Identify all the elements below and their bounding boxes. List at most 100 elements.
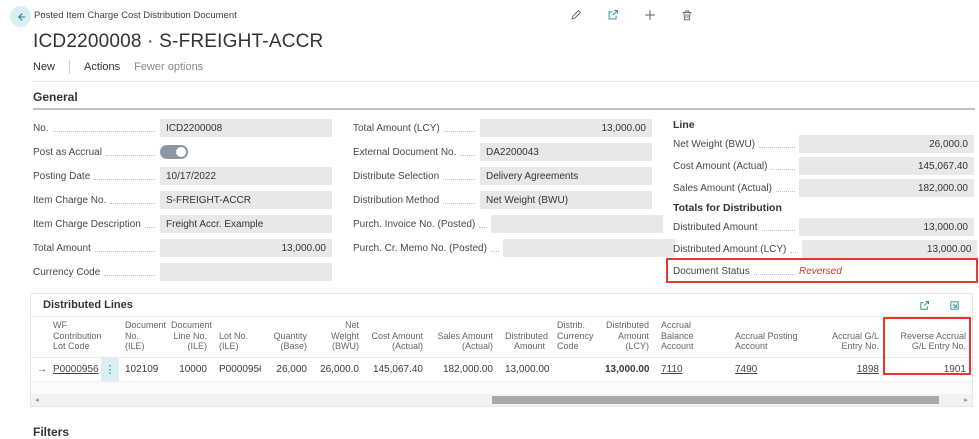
row-menu-button[interactable]: ⋮ <box>101 356 119 381</box>
distributed-lines-caption[interactable]: Distributed Lines <box>43 299 133 311</box>
dotted-leader <box>759 140 795 148</box>
sales-amount-cell[interactable]: 182,000.00 <box>429 356 499 381</box>
col-distributed-amount-lcy[interactable]: Distributed Amount (LCY) <box>605 320 649 351</box>
purch-cr-memo-no-field[interactable] <box>502 239 675 257</box>
item-charge-description-field[interactable]: Freight Accr. Example <box>160 215 332 233</box>
no-field[interactable]: ICD2200008 <box>160 119 332 137</box>
distributed-lines-part: Distributed Lines WF Contribut <box>30 293 973 407</box>
reverse-accrual-gl-entry-no-cell[interactable]: 1901 <box>943 363 966 375</box>
open-in-window-icon <box>948 299 961 312</box>
field-label: Net Weight (BWU) <box>673 138 756 150</box>
general-col1: No. ICD2200008 Post as Accrual Posting D… <box>33 116 332 284</box>
filters-section-title[interactable]: Filters <box>33 417 975 439</box>
field-label: Sales Amount (Actual) <box>673 182 772 194</box>
field-label: Distribute Selection <box>353 170 440 182</box>
col-accrual-posting-account[interactable]: Accrual Posting Account <box>735 330 798 352</box>
total-amount-field[interactable]: 13,000.00 <box>160 239 332 257</box>
field-distribution-method: Distribution Method Net Weight (BWU) <box>353 188 652 212</box>
posting-date-field[interactable]: 10/17/2022 <box>160 167 332 185</box>
distributed-amount-lcy-field[interactable]: 13,000.00 <box>802 240 978 258</box>
field-label: Total Amount (LCY) <box>353 122 440 134</box>
field-cost-amount-actual: Cost Amount (Actual) 145,067.40 <box>673 155 974 177</box>
dotted-leader <box>490 244 499 252</box>
distributed-amount-cell[interactable]: 13,000.00 <box>499 356 551 381</box>
horizontal-scrollbar[interactable]: ◂ ▸ <box>31 394 972 406</box>
field-purch-cr-memo-no: Purch. Cr. Memo No. (Posted) <box>353 236 675 260</box>
purch-invoice-no-field[interactable] <box>491 215 664 233</box>
menu-actions[interactable]: Actions <box>84 61 121 73</box>
general-section-title[interactable]: General <box>33 82 975 110</box>
document-status-value: Reversed <box>799 265 842 277</box>
lot-no-cell[interactable]: P0000956 <box>213 356 261 381</box>
net-weight-cell[interactable]: 26,000.0 <box>313 356 365 381</box>
item-charge-no-field[interactable]: S-FREIGHT-ACCR <box>160 191 332 209</box>
accrual-balance-account-cell[interactable]: 7110 <box>661 363 683 375</box>
field-label: Distributed Amount (LCY) <box>673 243 787 255</box>
col-lot-no[interactable]: Lot No. (ILE) <box>219 330 249 352</box>
field-label: Purch. Invoice No. (Posted) <box>353 218 476 230</box>
document-line-no-cell[interactable]: 10000 <box>165 356 213 381</box>
col-reverse-accrual-gl-entry-no[interactable]: Reverse Accrual G/L Entry No. <box>900 330 966 352</box>
field-label: Item Charge No. <box>33 194 107 206</box>
field-purch-invoice-no: Purch. Invoice No. (Posted) <box>353 212 664 236</box>
trash-icon <box>680 8 694 22</box>
general-col2: Total Amount (LCY) 13,000.00 External Do… <box>353 116 675 284</box>
dotted-leader <box>460 148 476 156</box>
share-icon <box>918 299 931 312</box>
field-label: Distribution Method <box>353 194 440 206</box>
col-distributed-amount[interactable]: Distributed Amount <box>505 330 549 352</box>
cost-amount-actual-field[interactable]: 145,067.40 <box>799 157 974 175</box>
col-net-weight[interactable]: Net Weight (BWU) <box>331 320 359 351</box>
distribution-method-field[interactable]: Net Weight (BWU) <box>480 191 652 209</box>
general-col3: Line Net Weight (BWU) 26,000.0 Cost Amou… <box>666 116 978 284</box>
col-distrib-currency-code[interactable]: Distrib. Currency Code <box>557 320 594 351</box>
document-no-cell[interactable]: 102109 <box>119 356 165 381</box>
share-button[interactable] <box>605 7 621 23</box>
col-accrual-gl-entry-no[interactable]: Accrual G/L Entry No. <box>831 330 879 352</box>
dotted-leader <box>790 245 799 253</box>
menu-fewer-options[interactable]: Fewer options <box>134 61 204 73</box>
dotted-leader <box>94 244 156 252</box>
scroll-right-icon[interactable]: ▸ <box>964 397 968 404</box>
accrual-gl-entry-no-cell[interactable]: 1898 <box>856 363 879 375</box>
field-posting-date: Posting Date 10/17/2022 <box>33 164 332 188</box>
cost-amount-cell[interactable]: 145,067.40 <box>365 356 429 381</box>
col-accrual-balance-account[interactable]: Accrual Balance Account <box>661 320 694 351</box>
col-quantity-base[interactable]: Quantity (Base) <box>273 330 307 352</box>
col-cost-amount[interactable]: Cost Amount (Actual) <box>371 330 423 352</box>
accrual-posting-account-cell[interactable]: 7490 <box>735 363 758 375</box>
distributed-amount-field[interactable]: 13,000.00 <box>799 218 974 236</box>
post-as-accrual-toggle[interactable] <box>160 145 188 159</box>
col-document-line-no[interactable]: Document Line No. (ILE) <box>171 320 213 351</box>
distrib-currency-code-cell[interactable] <box>551 356 599 381</box>
total-amount-lcy-field[interactable]: 13,000.00 <box>480 119 652 137</box>
net-weight-bwu-field[interactable]: 26,000.0 <box>799 135 974 153</box>
currency-code-field[interactable] <box>160 263 332 281</box>
field-total-amount: Total Amount 13,000.00 <box>33 236 332 260</box>
sales-amount-actual-field[interactable]: 182,000.00 <box>799 179 974 197</box>
field-currency-code: Currency Code <box>33 260 332 284</box>
distributed-amount-lcy-cell[interactable]: 13,000.00 <box>599 356 655 381</box>
scrollbar-thumb[interactable] <box>492 396 940 404</box>
new-button[interactable] <box>642 7 658 23</box>
open-in-window-button[interactable] <box>946 297 962 313</box>
page-caption: Posted Item Charge Cost Distribution Doc… <box>34 10 237 21</box>
col-sales-amount[interactable]: Sales Amount (Actual) <box>437 330 493 352</box>
field-label: Currency Code <box>33 266 101 278</box>
col-wf-contribution-lot-code[interactable]: WF Contribution Lot Code <box>53 320 102 351</box>
delete-button[interactable] <box>679 7 695 23</box>
back-button[interactable] <box>10 6 31 27</box>
field-net-weight-bwu: Net Weight (BWU) 26,000.0 <box>673 133 974 155</box>
wf-contribution-lot-code-cell[interactable]: P0000956 <box>53 363 99 375</box>
field-label: Item Charge Description <box>33 218 141 230</box>
col-document-no[interactable]: Document No. (ILE) <box>125 320 167 351</box>
edit-button[interactable] <box>568 7 584 23</box>
menu-new[interactable]: New <box>33 61 56 73</box>
share-icon <box>606 8 620 22</box>
external-document-no-field[interactable]: DA2200043 <box>480 143 652 161</box>
quantity-base-cell[interactable]: 26,000 <box>261 356 313 381</box>
distribute-selection-field[interactable]: Delivery Agreements <box>480 167 652 185</box>
scroll-left-icon[interactable]: ◂ <box>35 397 39 404</box>
dotted-leader <box>105 148 156 156</box>
part-share-button[interactable] <box>916 297 932 313</box>
